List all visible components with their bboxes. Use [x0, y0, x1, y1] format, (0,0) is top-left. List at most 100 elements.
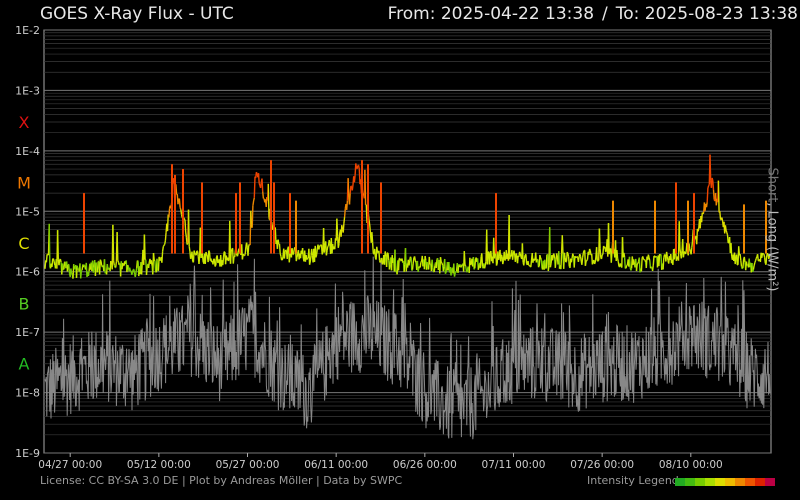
series-long-segment	[250, 210, 253, 228]
series-long-segment	[581, 253, 584, 258]
series-long-segment	[116, 232, 119, 261]
series-long-segment	[159, 259, 162, 262]
series-long-segment	[460, 265, 463, 268]
intensity-legend-bar	[675, 478, 775, 486]
series-long-segment	[59, 258, 62, 263]
series-long-segment	[484, 261, 487, 266]
series-long-segment	[594, 256, 597, 263]
series-long-segment	[252, 197, 255, 202]
series-long-segment	[696, 228, 699, 245]
series-long-segment	[301, 248, 304, 259]
y-tick-label: 1E-7	[15, 326, 40, 339]
x-tick-label: 08/10 00:00	[659, 459, 723, 471]
series-long-segment	[397, 258, 400, 271]
series-long-segment	[189, 251, 192, 259]
series-long-segment	[551, 254, 554, 261]
series-long-segment	[463, 251, 466, 265]
long-label: Long (W/m²)	[764, 210, 780, 292]
series-long-segment	[207, 250, 210, 263]
series-long-segment	[579, 256, 582, 262]
series-long-segment	[495, 263, 498, 266]
series-long-segment	[191, 251, 194, 262]
series-long-segment	[71, 272, 73, 275]
series-long-segment	[187, 209, 190, 247]
series-long-segment	[236, 252, 239, 257]
series-long-segment	[481, 253, 484, 267]
series-long-segment	[440, 261, 443, 264]
series-long-segment	[321, 251, 324, 255]
series-long-segment	[319, 244, 322, 246]
series-long-segment	[161, 246, 164, 252]
series-long-segment	[253, 176, 256, 198]
series-long-segment	[682, 251, 685, 258]
series-long-segment	[154, 260, 157, 272]
series-long-segment	[347, 178, 350, 198]
series-long-segment	[348, 193, 351, 205]
series-long-segment	[183, 218, 186, 221]
series-long-segment	[292, 249, 295, 255]
series-long-segment	[296, 253, 299, 258]
series-long-segment	[623, 252, 626, 258]
series-long-segment	[198, 255, 201, 264]
series-long-segment	[153, 259, 156, 262]
series-long-segment	[92, 267, 95, 273]
series-long-segment	[616, 258, 619, 262]
series-long-segment	[647, 254, 650, 258]
series-long-segment	[752, 265, 755, 270]
series-long-segment	[166, 214, 169, 232]
series-long-segment	[530, 260, 533, 268]
legend-swatch	[725, 478, 735, 486]
series-long-segment	[740, 260, 743, 267]
series-long-segment	[581, 257, 584, 265]
series-long-segment	[599, 248, 602, 258]
series-long-segment	[257, 173, 260, 184]
series-long-segment	[77, 268, 80, 271]
series-long-segment	[724, 225, 727, 231]
series-long-segment	[113, 265, 116, 268]
x-tick-label: 07/26 00:00	[570, 459, 634, 471]
series-long-segment	[326, 246, 329, 251]
series-long-segment	[58, 259, 61, 266]
series-long-segment	[712, 189, 715, 200]
series-long-segment	[493, 252, 496, 259]
series-long-segment	[535, 259, 538, 263]
series-long-segment	[83, 264, 86, 268]
series-long-segment	[711, 177, 714, 181]
series-long-segment	[351, 184, 354, 191]
chart-title: GOES X-Ray Flux - UTC	[40, 4, 234, 24]
flare-class-label: C	[18, 234, 29, 253]
series-long-segment	[412, 257, 415, 264]
series-long-segment	[172, 178, 175, 181]
series-long-segment	[432, 266, 435, 272]
series-long-segment	[133, 269, 136, 275]
series-long-segment	[474, 258, 477, 269]
series-long-segment	[633, 259, 636, 265]
series-long-segment	[222, 257, 225, 266]
series-long-segment	[709, 154, 712, 181]
legend-swatch	[695, 478, 705, 486]
legend-swatch	[715, 478, 725, 486]
legend-swatch	[675, 478, 685, 486]
series-long-segment	[131, 272, 134, 275]
series-long-segment	[62, 268, 65, 271]
series-long-segment	[532, 258, 535, 261]
series-long-segment	[387, 253, 390, 261]
series-long-segment	[325, 250, 328, 256]
series-long-segment	[283, 251, 286, 259]
series-long-segment	[595, 247, 598, 261]
short-label: Short	[764, 167, 780, 203]
series-long-segment	[650, 266, 653, 269]
series-long-segment	[376, 246, 379, 253]
range-to: To: 2025-08-23 13:38	[615, 4, 798, 24]
series-long-segment	[308, 261, 311, 265]
series-long-segment	[168, 208, 171, 218]
series-long-segment	[619, 263, 622, 267]
series-long-segment	[291, 248, 294, 255]
series-long-segment	[488, 253, 491, 265]
series-long-segment	[690, 247, 693, 255]
series-long-segment	[135, 267, 138, 273]
series-long-segment	[255, 171, 258, 175]
series-long-segment	[309, 255, 312, 262]
series-long-segment	[455, 270, 458, 273]
series-long-segment	[495, 251, 498, 266]
